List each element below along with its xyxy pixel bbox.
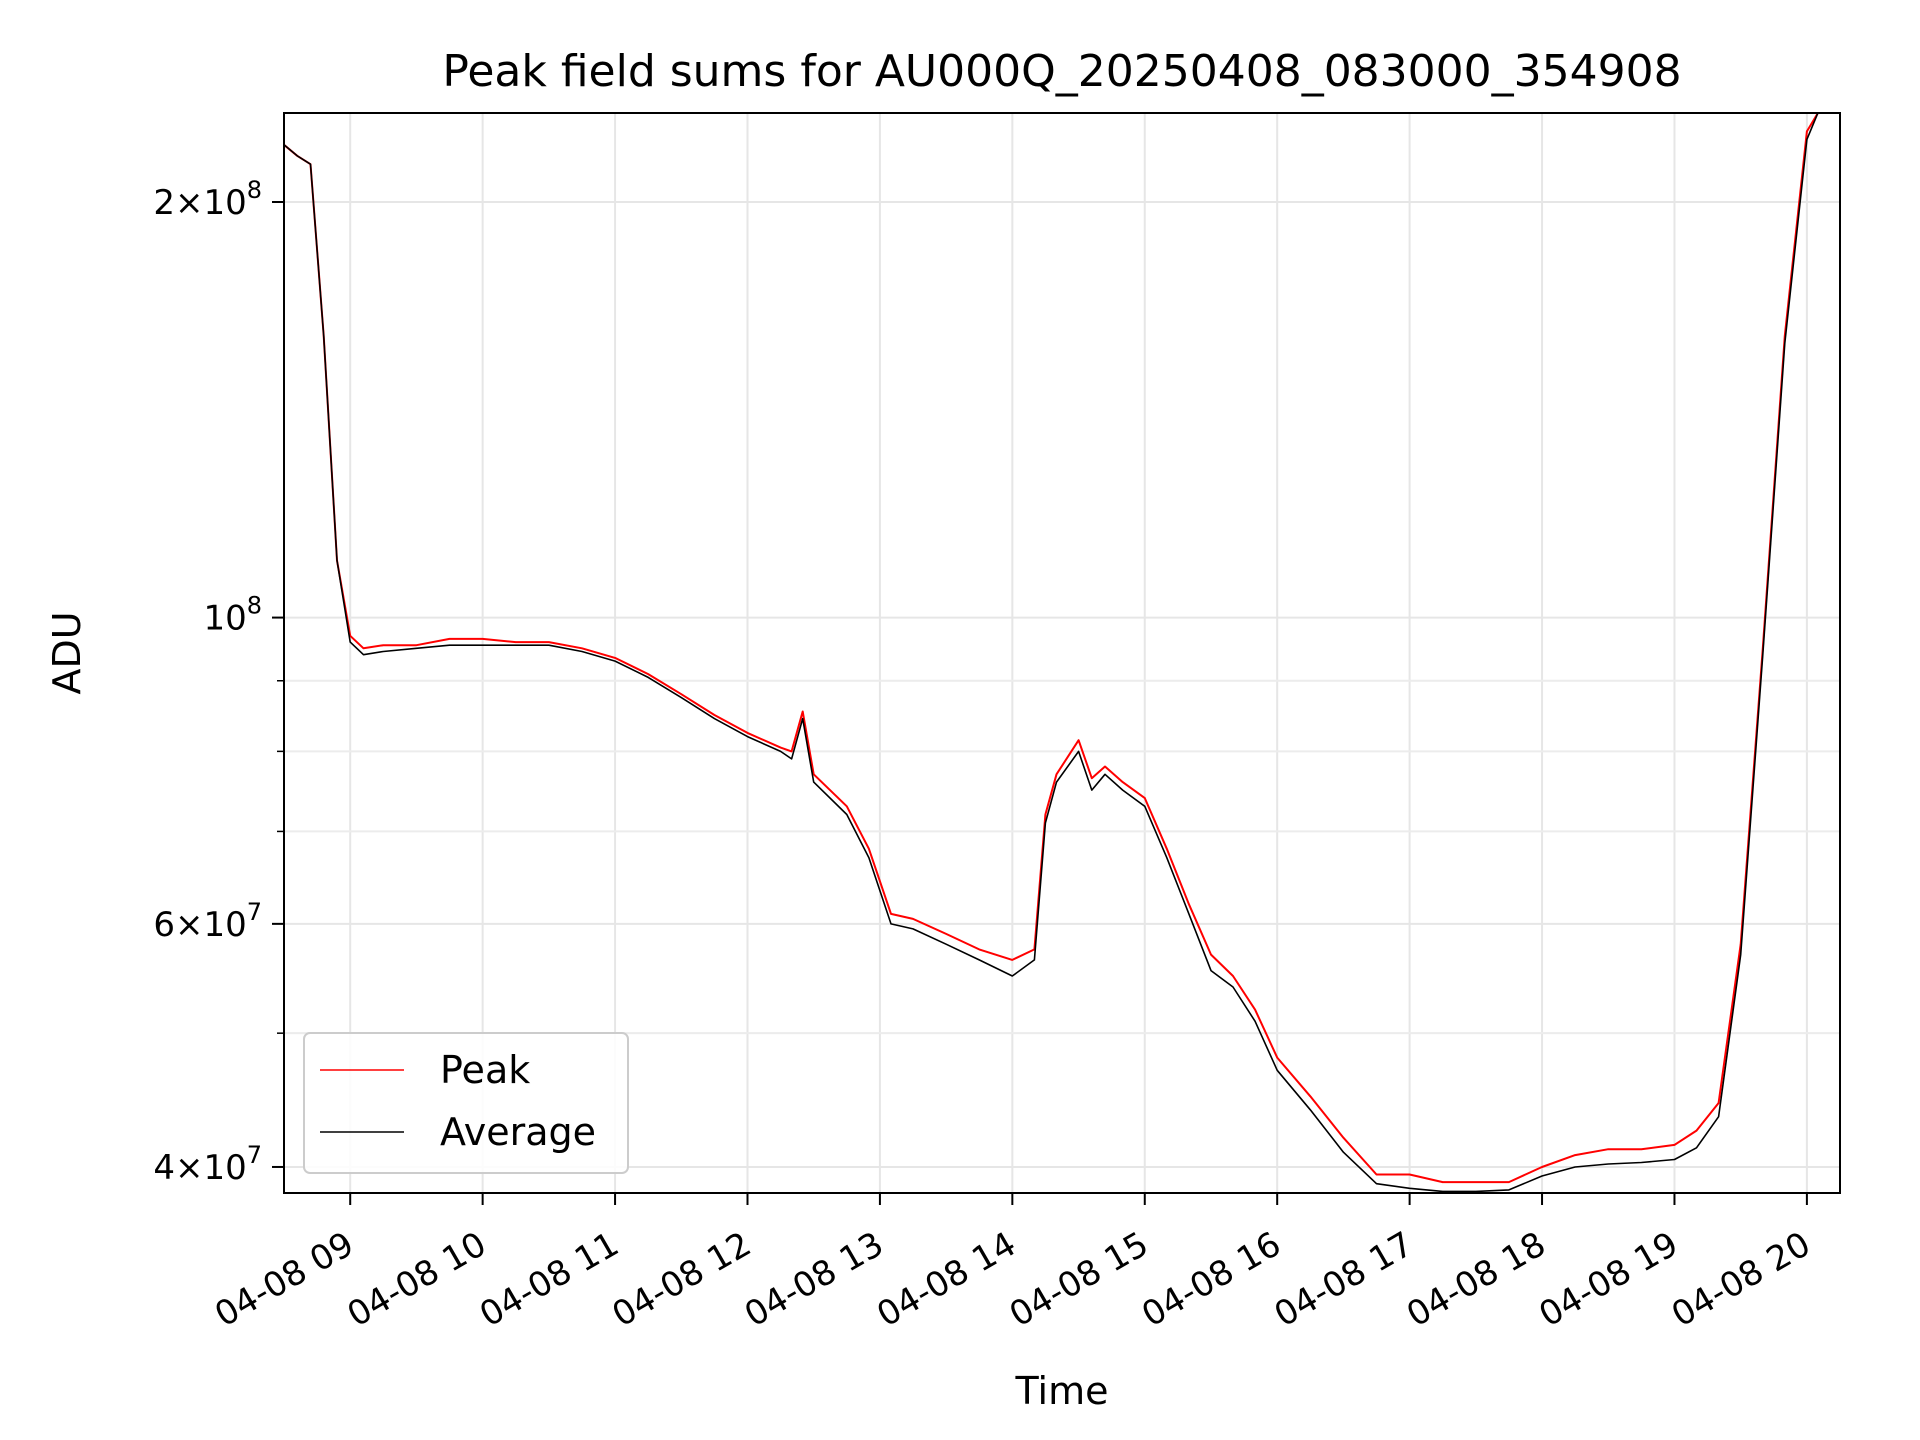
legend-label-peak: Peak (440, 1048, 530, 1092)
series-layer (283, 112, 1819, 1193)
x-axis-label: Time (1015, 1369, 1109, 1413)
plot-frame (283, 112, 1841, 1194)
x-tick-label: 04-08 09 (208, 1224, 360, 1335)
x-tick-label: 04-08 12 (606, 1224, 758, 1335)
series-line-average (283, 112, 1819, 1193)
x-tick-label: 04-08 10 (341, 1224, 493, 1335)
y-tick-label: 6×107 (153, 898, 262, 945)
grid (284, 113, 1840, 1193)
chart-title: Peak field sums for AU000Q_20250408_0830… (442, 46, 1681, 97)
y-tick-label: 108 (203, 592, 262, 639)
x-tick-label: 04-08 17 (1268, 1224, 1420, 1335)
series-line-peak (283, 112, 1819, 1184)
y-tick-label: 2×108 (153, 176, 262, 223)
x-tick-label: 04-08 19 (1533, 1224, 1685, 1335)
y-tick-label: 4×107 (153, 1141, 262, 1188)
legend: Peak Average (303, 1032, 629, 1174)
x-tick-label: 04-08 14 (870, 1224, 1022, 1335)
x-tick-label: 04-08 11 (473, 1224, 625, 1335)
y-axis: 2×108 108 6×107 4×107 (153, 176, 284, 1188)
legend-box (303, 1032, 629, 1174)
x-tick-label: 04-08 15 (1003, 1224, 1155, 1335)
x-tick-label: 04-08 13 (738, 1224, 890, 1335)
x-tick-label: 04-08 20 (1665, 1224, 1817, 1335)
y-axis-label: ADU (45, 611, 89, 694)
legend-label-average: Average (440, 1110, 596, 1154)
x-tick-label: 04-08 16 (1135, 1224, 1287, 1335)
x-tick-label: 04-08 18 (1400, 1224, 1552, 1335)
